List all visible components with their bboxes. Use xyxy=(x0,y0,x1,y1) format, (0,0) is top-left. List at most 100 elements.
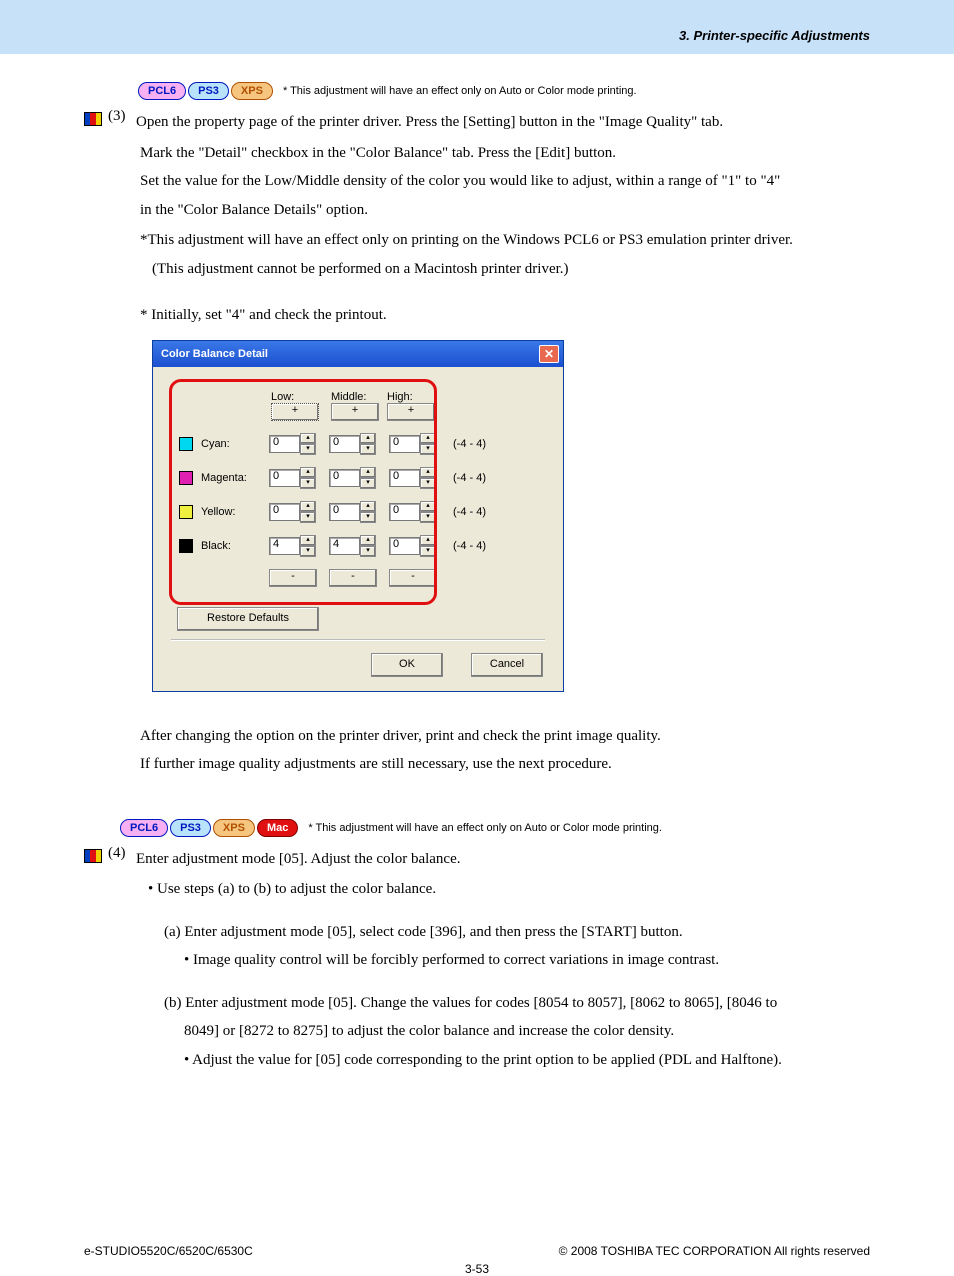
spinner-up-icon[interactable]: ▴ xyxy=(420,501,436,512)
range-label: (-4 - 4) xyxy=(449,438,499,450)
spinner-value[interactable]: 0 xyxy=(329,469,360,487)
spinner[interactable]: 0▴▾ xyxy=(389,535,449,557)
spinner[interactable]: 0▴▾ xyxy=(329,501,389,523)
badge-ps3: PS3 xyxy=(188,82,229,100)
spinner-value[interactable]: 0 xyxy=(389,503,420,521)
spinner-up-icon[interactable]: ▴ xyxy=(360,467,376,478)
spinner[interactable]: 0▴▾ xyxy=(329,433,389,455)
spinner-down-icon[interactable]: ▾ xyxy=(360,444,376,455)
step-4-body: Enter adjustment mode [05]. Adjust the c… xyxy=(136,845,870,874)
text-line: • Use steps (a) to (b) to adjust the col… xyxy=(148,875,870,904)
step-4-continued: • Use steps (a) to (b) to adjust the col… xyxy=(140,875,870,1074)
spinner[interactable]: 0▴▾ xyxy=(269,501,329,523)
stripe-icon xyxy=(84,112,102,126)
color-swatch xyxy=(179,539,193,553)
spinner[interactable]: 0▴▾ xyxy=(269,467,329,489)
text-line: If further image quality adjustments are… xyxy=(140,750,870,779)
spinner-value[interactable]: 0 xyxy=(389,469,420,487)
step-4-num: (4) xyxy=(108,845,136,862)
spinner-down-icon[interactable]: ▾ xyxy=(420,444,436,455)
spinner-down-icon[interactable]: ▾ xyxy=(300,478,316,489)
plus-button[interactable]: + xyxy=(387,403,435,421)
badge-pcl6: PCL6 xyxy=(120,819,168,837)
spinner[interactable]: 4▴▾ xyxy=(329,535,389,557)
color-row-label: Cyan: xyxy=(179,437,269,451)
text-line: Enter adjustment mode [05]. Adjust the c… xyxy=(136,845,870,874)
spinner-value[interactable]: 0 xyxy=(329,503,360,521)
spinner-value[interactable]: 0 xyxy=(269,469,300,487)
spinner-up-icon[interactable]: ▴ xyxy=(300,433,316,444)
spinner-up-icon[interactable]: ▴ xyxy=(420,467,436,478)
step-4-row: (4) Enter adjustment mode [05]. Adjust t… xyxy=(84,845,870,874)
color-swatch xyxy=(179,437,193,451)
badge-note-1: * This adjustment will have an effect on… xyxy=(283,85,637,97)
spinner-down-icon[interactable]: ▾ xyxy=(300,512,316,523)
text-line: * Initially, set "4" and check the print… xyxy=(140,301,870,330)
cancel-button[interactable]: Cancel xyxy=(471,653,543,677)
page-footer: e-STUDIO5520C/6520C/6530C © 2008 TOSHIBA… xyxy=(0,1244,954,1258)
spinner[interactable]: 0▴▾ xyxy=(329,467,389,489)
spinner-value[interactable]: 0 xyxy=(389,435,420,453)
range-label: (-4 - 4) xyxy=(449,506,499,518)
spinner-up-icon[interactable]: ▴ xyxy=(300,535,316,546)
spinner-up-icon[interactable]: ▴ xyxy=(360,535,376,546)
minus-button[interactable]: - xyxy=(269,569,317,587)
spinner-up-icon[interactable]: ▴ xyxy=(360,501,376,512)
close-icon[interactable]: ✕ xyxy=(539,345,559,363)
text-line: (a) Enter adjustment mode [05], select c… xyxy=(164,918,870,947)
spinner-value[interactable]: 0 xyxy=(269,435,300,453)
spinner-up-icon[interactable]: ▴ xyxy=(300,467,316,478)
spinner-down-icon[interactable]: ▾ xyxy=(300,546,316,557)
spinner[interactable]: 0▴▾ xyxy=(389,501,449,523)
section-title: 3. Printer-specific Adjustments xyxy=(679,28,870,43)
spinner-value[interactable]: 4 xyxy=(329,537,360,555)
range-label: (-4 - 4) xyxy=(449,472,499,484)
minus-button[interactable]: - xyxy=(329,569,377,587)
spinner-down-icon[interactable]: ▾ xyxy=(300,444,316,455)
spinner-up-icon[interactable]: ▴ xyxy=(420,535,436,546)
badge-pcl6: PCL6 xyxy=(138,82,186,100)
badge-mac: Mac xyxy=(257,819,298,837)
text-line: *This adjustment will have an effect onl… xyxy=(140,226,870,255)
color-swatch xyxy=(179,471,193,485)
text-line: Open the property page of the printer dr… xyxy=(136,108,870,137)
ok-button[interactable]: OK xyxy=(371,653,443,677)
spinner-value[interactable]: 4 xyxy=(269,537,300,555)
spinner-down-icon[interactable]: ▾ xyxy=(360,512,376,523)
plus-button[interactable]: + xyxy=(271,403,319,421)
text-line: Mark the "Detail" checkbox in the "Color… xyxy=(140,139,870,168)
badge-xps: XPS xyxy=(213,819,255,837)
header-band: 3. Printer-specific Adjustments xyxy=(0,0,954,54)
text-line: • Adjust the value for [05] code corresp… xyxy=(184,1046,870,1075)
spinner-down-icon[interactable]: ▾ xyxy=(420,512,436,523)
col-mid: Middle: + xyxy=(329,391,389,421)
spinner-down-icon[interactable]: ▾ xyxy=(420,546,436,557)
spinner-down-icon[interactable]: ▾ xyxy=(360,478,376,489)
step-3-num: (3) xyxy=(108,108,136,125)
dialog-title-bar: Color Balance Detail ✕ xyxy=(153,341,563,367)
range-label: (-4 - 4) xyxy=(449,540,499,552)
spinner-up-icon[interactable]: ▴ xyxy=(360,433,376,444)
after-dialog-text: After changing the option on the printer… xyxy=(140,722,870,779)
spinner-value[interactable]: 0 xyxy=(329,435,360,453)
spinner-up-icon[interactable]: ▴ xyxy=(300,501,316,512)
plus-button[interactable]: + xyxy=(331,403,379,421)
spinner[interactable]: 0▴▾ xyxy=(269,433,329,455)
color-name: Cyan: xyxy=(201,438,230,450)
text-line: (This adjustment cannot be performed on … xyxy=(152,255,870,284)
text-line: Set the value for the Low/Middle density… xyxy=(140,167,870,196)
restore-defaults-button[interactable]: Restore Defaults xyxy=(177,607,319,631)
footer-left: e-STUDIO5520C/6520C/6530C xyxy=(84,1244,253,1258)
step-3-continued: Mark the "Detail" checkbox in the "Color… xyxy=(140,139,870,330)
spinner-down-icon[interactable]: ▾ xyxy=(420,478,436,489)
spinner-value[interactable]: 0 xyxy=(389,537,420,555)
spinner[interactable]: 4▴▾ xyxy=(269,535,329,557)
spinner-down-icon[interactable]: ▾ xyxy=(360,546,376,557)
color-name: Magenta: xyxy=(201,472,247,484)
minus-button[interactable]: - xyxy=(389,569,437,587)
spinner[interactable]: 0▴▾ xyxy=(389,467,449,489)
spinner-value[interactable]: 0 xyxy=(269,503,300,521)
dialog-title: Color Balance Detail xyxy=(161,348,268,360)
spinner[interactable]: 0▴▾ xyxy=(389,433,449,455)
spinner-up-icon[interactable]: ▴ xyxy=(420,433,436,444)
